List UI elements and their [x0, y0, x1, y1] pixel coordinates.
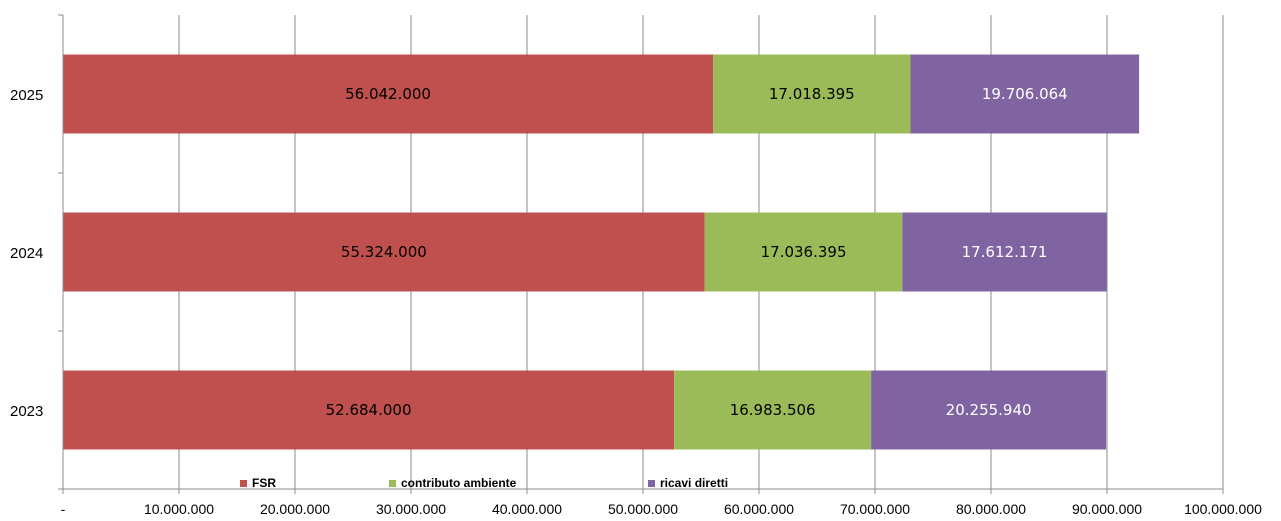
bars: [63, 54, 1140, 450]
legend-swatch: [389, 480, 396, 487]
data-label: 55.324.000: [341, 243, 427, 261]
legend-swatch: [648, 480, 655, 487]
bar-fsr-2023: [63, 370, 675, 450]
data-label: 19.706.064: [982, 85, 1068, 103]
legend-label: contributo ambiente: [401, 476, 517, 490]
category-label: 2024: [10, 245, 43, 262]
x-tick-label: 20.000.000: [260, 501, 330, 517]
bar-ricavi-diretti-2024: [902, 212, 1107, 292]
data-label: 52.684.000: [326, 401, 412, 419]
bar-ricavi-diretti-2025: [910, 54, 1140, 134]
x-tick-label: 60.000.000: [724, 501, 794, 517]
data-label: 16.983.506: [730, 401, 816, 419]
x-tick-label: 70.000.000: [840, 501, 910, 517]
data-labels: 56.042.000 17.018.395 19.706.064 55.324.000…: [326, 85, 1068, 419]
bar-fsr-2024: [63, 212, 705, 292]
x-tick-label: 10.000.000: [144, 501, 214, 517]
data-label: 56.042.000: [345, 85, 431, 103]
category-label: 2025: [10, 87, 43, 104]
x-tick-label: 50.000.000: [608, 501, 678, 517]
bar-contributo-ambiente-2025: [713, 54, 911, 134]
category-label: 2023: [10, 403, 43, 420]
legend-swatch: [240, 480, 247, 487]
legend-label: ricavi diretti: [660, 476, 728, 490]
bar-ricavi-diretti-2023: [871, 370, 1107, 450]
data-label: 20.255.940: [946, 401, 1032, 419]
x-tick-label: 90.000.000: [1072, 501, 1142, 517]
x-tick-label: 100.000.000: [1184, 501, 1262, 517]
data-label: 17.036.395: [761, 243, 847, 261]
x-tick-label: -: [61, 501, 66, 517]
bar-contributo-ambiente-2023: [674, 370, 872, 450]
legend-label: FSR: [252, 476, 276, 490]
axes: 2025 2024 2023 - 10.000.000 20.000.000 30.000.…: [10, 14, 1262, 517]
x-tick-label: 80.000.000: [956, 501, 1026, 517]
x-tick-label: 30.000.000: [376, 501, 446, 517]
bar-fsr-2025: [63, 54, 714, 134]
data-label: 17.612.171: [962, 243, 1048, 261]
legend: FSR contributo ambiente ricavi diretti: [240, 476, 728, 490]
x-tick-label: 40.000.000: [492, 501, 562, 517]
data-label: 17.018.395: [769, 85, 855, 103]
bar-contributo-ambiente-2024: [704, 212, 903, 292]
